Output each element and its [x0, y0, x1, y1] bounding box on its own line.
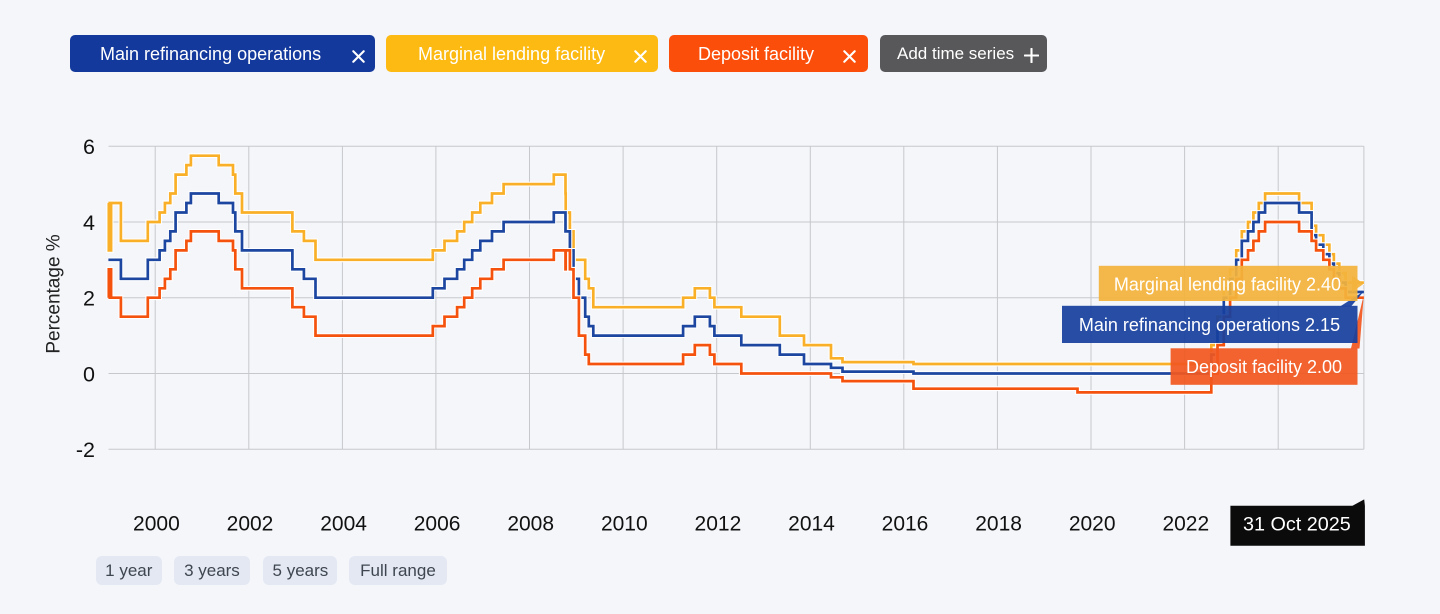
svg-text:2: 2 — [83, 287, 95, 311]
svg-text:2000: 2000 — [133, 513, 180, 536]
svg-text:31 Oct 2025: 31 Oct 2025 — [1243, 513, 1351, 535]
svg-text:2018: 2018 — [975, 513, 1022, 536]
svg-text:2004: 2004 — [320, 513, 367, 536]
svg-text:2014: 2014 — [788, 513, 835, 536]
svg-text:2012: 2012 — [695, 513, 742, 536]
svg-text:2006: 2006 — [414, 513, 461, 536]
svg-text:6: 6 — [83, 135, 95, 159]
svg-text:2016: 2016 — [882, 513, 929, 536]
svg-text:Deposit facility 2.00: Deposit facility 2.00 — [1186, 357, 1342, 377]
svg-text:0: 0 — [83, 362, 95, 386]
svg-text:2022: 2022 — [1162, 513, 1209, 536]
svg-text:2008: 2008 — [507, 513, 554, 536]
svg-text:Percentage %: Percentage % — [44, 234, 65, 353]
svg-text:2020: 2020 — [1069, 513, 1116, 536]
svg-text:2010: 2010 — [601, 513, 648, 536]
svg-text:Main refinancing operations 2.: Main refinancing operations 2.15 — [1079, 315, 1340, 335]
svg-text:-2: -2 — [76, 438, 95, 462]
svg-text:4: 4 — [83, 211, 95, 235]
svg-text:Marginal lending facility 2.40: Marginal lending facility 2.40 — [1114, 275, 1341, 295]
svg-text:2002: 2002 — [227, 513, 274, 536]
